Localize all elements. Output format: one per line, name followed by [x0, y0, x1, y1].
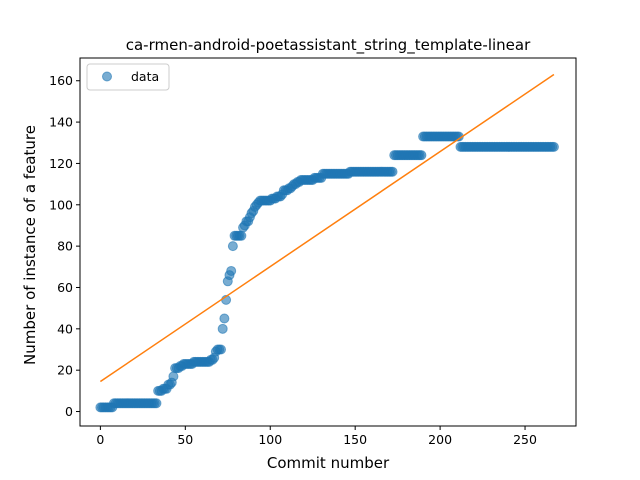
y-tick-label: 140	[49, 115, 73, 130]
y-tick-label: 160	[49, 73, 73, 88]
x-axis-label: Commit number	[267, 454, 390, 472]
y-tick-label: 80	[57, 239, 73, 254]
legend-marker-data	[102, 71, 112, 82]
data-point	[548, 141, 559, 152]
data-point	[151, 398, 162, 409]
y-tick-label: 60	[57, 280, 73, 295]
data-point	[236, 230, 247, 241]
x-tick-label: 100	[258, 432, 282, 447]
y-tick-label: 20	[57, 363, 73, 378]
data-point	[217, 323, 228, 334]
y-tick-label: 120	[49, 156, 73, 171]
fit-line	[99, 73, 555, 383]
data-point	[219, 313, 230, 324]
y-tick-label: 0	[65, 404, 73, 419]
chart-title: ca-rmen-android-poetassistant_string_tem…	[126, 36, 531, 55]
x-tick-label: 250	[513, 432, 537, 447]
plot-area	[95, 73, 559, 413]
y-tick-label: 40	[57, 321, 73, 336]
y-axis-label: Number of instance of a feature	[21, 125, 39, 365]
axes-frame	[79, 57, 577, 427]
data-point	[168, 371, 179, 382]
x-tick-label: 0	[96, 432, 104, 447]
x-tick-label: 200	[428, 432, 452, 447]
x-tick-label: 150	[343, 432, 367, 447]
data-point	[387, 166, 398, 177]
y-tick-label: 100	[49, 197, 73, 212]
data-point	[215, 344, 226, 355]
x-tick-label: 50	[177, 432, 193, 447]
legend-label-data: data	[131, 69, 159, 84]
data-point	[227, 241, 238, 252]
axes: 0 50 100 150 200 250 0 20 40 60 80 100 120 140 160	[49, 57, 577, 447]
data-point	[226, 265, 237, 276]
data-point	[416, 150, 427, 161]
legend-box	[86, 63, 170, 91]
legend: data	[86, 63, 170, 91]
